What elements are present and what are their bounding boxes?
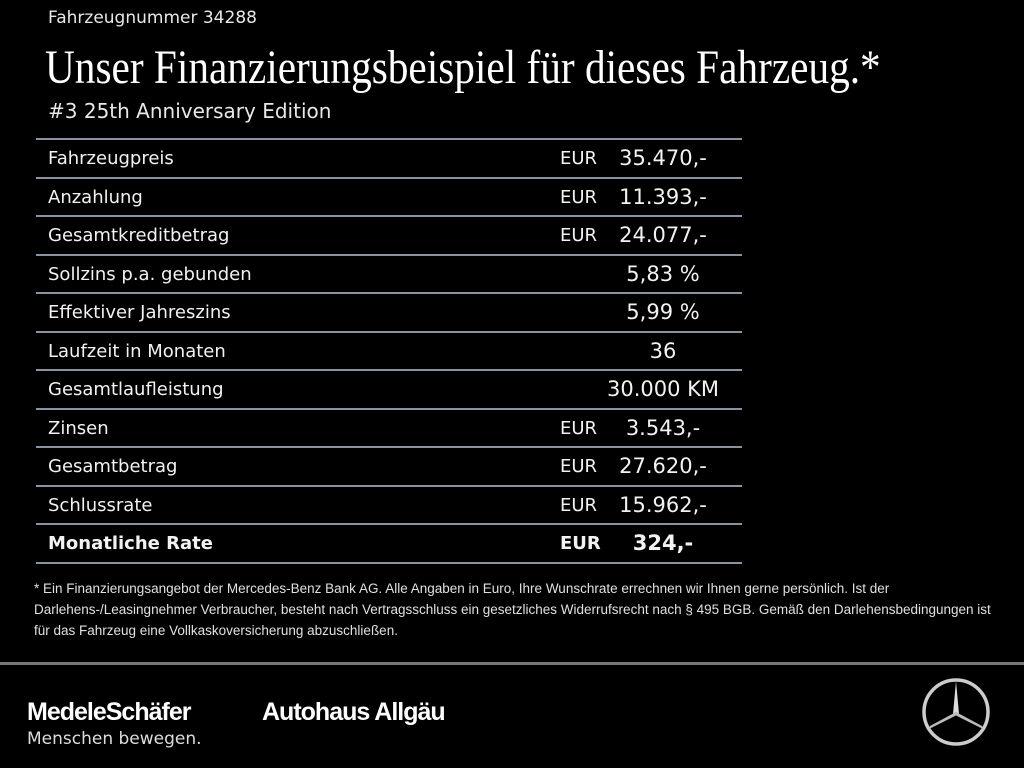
page-title: Unser Finanzierungsbeispiel für dieses F… — [45, 41, 881, 94]
table-row: Gesamtkreditbetrag EUR 24.077,- — [36, 217, 742, 256]
table-row: Gesamtlaufleistung 30.000 KM — [36, 371, 742, 410]
row-value: 35.470,- — [619, 146, 707, 170]
table-row: Monatliche Rate EUR 324,- — [36, 525, 742, 564]
row-value: 324,- — [632, 531, 694, 555]
row-label: Gesamtlaufleistung — [48, 379, 224, 400]
table-row: Laufzeit in Monaten 36 — [36, 333, 742, 371]
row-label: Gesamtkreditbetrag — [48, 225, 230, 246]
medeleschaefer-logo: MedeleSchäfer — [27, 698, 191, 726]
row-currency: EUR — [560, 533, 601, 554]
row-label: Laufzeit in Monaten — [48, 340, 226, 362]
financing-table: Fahrzeugpreis EUR 35.470,- Anzahlung EUR 11.3… — [36, 138, 742, 564]
row-value: 30.000 KM — [606, 377, 720, 401]
row-currency: EUR — [560, 456, 598, 477]
row-value: 36 — [649, 338, 677, 363]
mercedes-star-icon — [922, 678, 990, 746]
row-value: 5,99 % — [626, 300, 700, 324]
divider — [0, 662, 1024, 665]
row-label: Anzahlung — [48, 186, 143, 208]
table-row: Sollzins p.a. gebunden 5,83 % — [36, 256, 742, 294]
vehicle-number: Fahrzeugnummer 34288 — [48, 8, 257, 28]
table-row: Fahrzeugpreis EUR 35.470,- — [36, 140, 742, 179]
row-currency: EUR — [560, 494, 598, 516]
vehicle-subtitle: #3 25th Anniversary Edition — [48, 99, 332, 123]
footnote: * Ein Finanzierungsangebot der Mercedes-… — [34, 581, 991, 638]
row-value: 5,83 % — [626, 261, 700, 286]
row-label: Schlussrate — [48, 494, 153, 516]
row-currency: EUR — [560, 225, 598, 246]
row-label: Sollzins p.a. gebunden — [48, 263, 252, 285]
row-currency: EUR — [560, 148, 598, 169]
slogan: Menschen bewegen. — [27, 729, 202, 749]
table-row: Schlussrate EUR 15.962,- — [36, 487, 742, 525]
row-value: 27.620,- — [619, 454, 707, 478]
table-row: Gesamtbetrag EUR 27.620,- — [36, 448, 742, 487]
row-value: 15.962,- — [619, 492, 707, 517]
row-currency: EUR — [560, 186, 598, 208]
row-value: 11.393,- — [619, 184, 707, 209]
table-row: Zinsen EUR 3.543,- — [36, 410, 742, 448]
row-value: 24.077,- — [619, 223, 707, 247]
row-label: Zinsen — [48, 417, 109, 439]
row-label: Monatliche Rate — [48, 533, 213, 554]
row-label: Effektiver Jahreszins — [48, 302, 231, 323]
row-label: Gesamtbetrag — [48, 456, 178, 477]
autohaus-allgaeu-logo: Autohaus Allgäu — [262, 698, 446, 726]
row-value: 3.543,- — [625, 415, 701, 440]
table-row: Effektiver Jahreszins 5,99 % — [36, 294, 742, 333]
table-row: Anzahlung EUR 11.393,- — [36, 179, 742, 217]
row-label: Fahrzeugpreis — [48, 148, 174, 169]
row-currency: EUR — [560, 417, 598, 439]
